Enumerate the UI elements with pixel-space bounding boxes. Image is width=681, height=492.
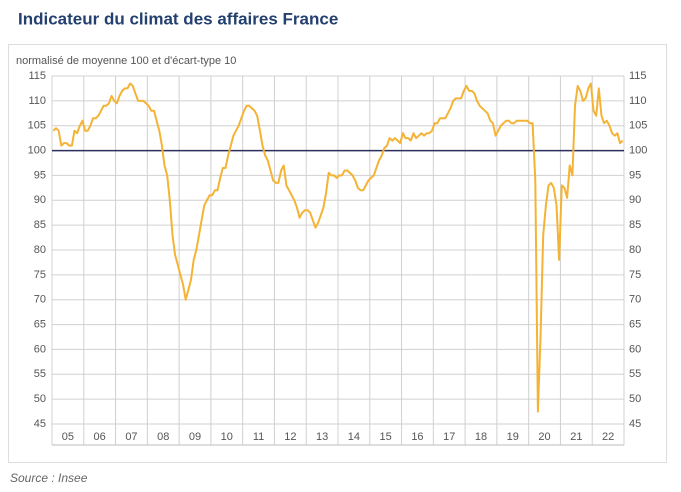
x-tick-label: 06: [94, 431, 106, 443]
x-tick-label: 20: [538, 431, 550, 443]
x-tick-label: 13: [316, 431, 328, 443]
data-line: [52, 82, 624, 413]
y2-tick-label: 75: [629, 269, 641, 281]
x-tick-label: 17: [443, 431, 455, 443]
chart-subtitle: normalisé de moyenne 100 et d'écart-type…: [16, 55, 236, 67]
x-tick-label: 10: [221, 431, 233, 443]
x-tick-label: 08: [157, 431, 169, 443]
y2-tick-label: 90: [629, 194, 641, 206]
y-tick-label: 75: [34, 269, 46, 281]
x-tick-label: 12: [284, 431, 296, 443]
y-tick-label: 110: [28, 95, 46, 107]
y-tick-label: 90: [34, 194, 46, 206]
y2-tick-label: 65: [629, 318, 641, 330]
x-tick-label: 11: [253, 431, 264, 443]
x-tick-label: 22: [602, 431, 614, 443]
source: Source : Insee: [10, 471, 88, 485]
x-tick-label: 14: [348, 431, 360, 443]
y-tick-label: 95: [34, 169, 46, 181]
y2-tick-label: 85: [629, 219, 641, 231]
y2-tick-label: 115: [629, 70, 647, 82]
y-tick-label: 70: [34, 294, 46, 306]
x-tick-label: 07: [125, 431, 137, 443]
y2-tick-label: 45: [629, 418, 641, 430]
x-tick-label: 15: [380, 431, 392, 443]
y2-tick-label: 110: [629, 95, 647, 107]
y-tick-label: 50: [34, 393, 46, 405]
y2-tick-label: 100: [629, 144, 647, 156]
x-tick-label: 09: [189, 431, 201, 443]
y-tick-label: 65: [34, 318, 46, 330]
x-tick-label: 19: [507, 431, 519, 443]
chart-title: Indicateur du climat des affaires France: [18, 9, 338, 28]
y2-tick-label: 80: [629, 244, 641, 256]
y-tick-label: 105: [28, 120, 46, 132]
y-tick-label: 85: [34, 219, 46, 231]
y2-tick-label: 50: [629, 393, 641, 405]
y-tick-label: 60: [34, 343, 46, 355]
x-tick-label: 05: [62, 431, 74, 443]
y-tick-label: 55: [34, 368, 46, 380]
y-tick-label: 100: [28, 144, 46, 156]
y2-tick-label: 95: [629, 169, 641, 181]
y2-tick-label: 55: [629, 368, 641, 380]
x-tick-label: 21: [570, 431, 582, 443]
y-tick-label: 45: [34, 418, 46, 430]
y-tick-label: 115: [28, 70, 46, 82]
x-tick-label: 16: [411, 431, 423, 443]
y2-tick-label: 105: [629, 120, 647, 132]
y2-tick-label: 70: [629, 294, 641, 306]
y-tick-label: 80: [34, 244, 46, 256]
x-tick-label: 18: [475, 431, 487, 443]
y2-tick-label: 60: [629, 343, 641, 355]
